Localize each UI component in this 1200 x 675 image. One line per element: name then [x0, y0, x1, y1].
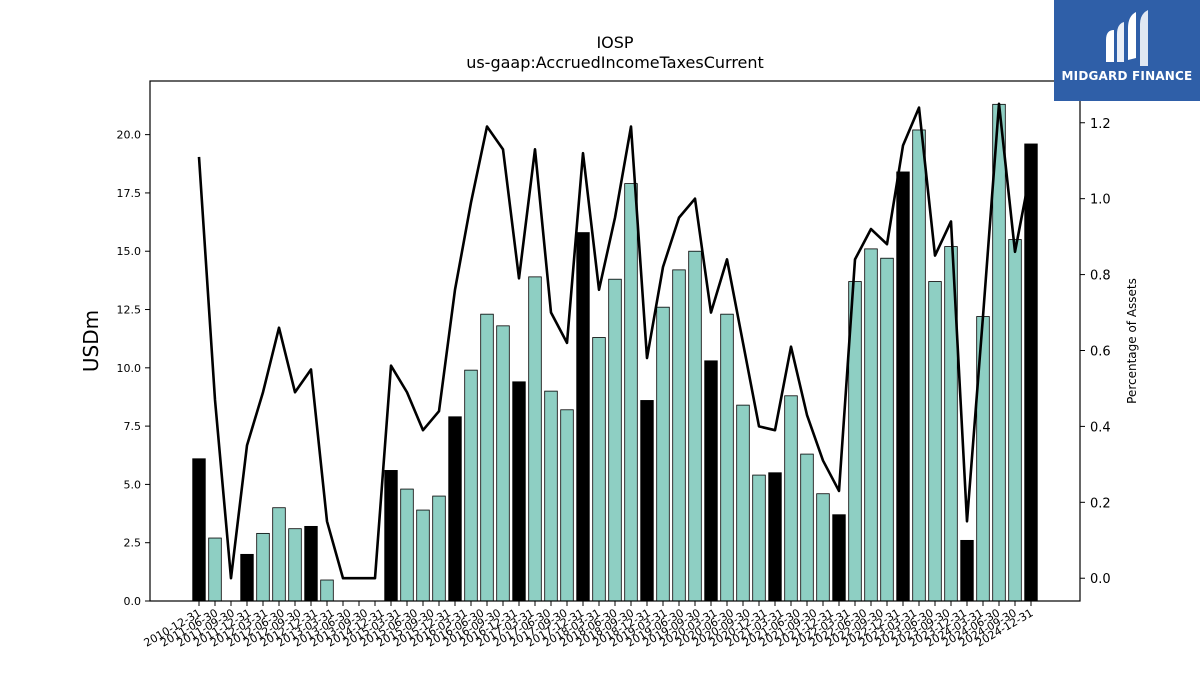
bar-2012-06-30	[288, 528, 302, 602]
y-tick-label: 7.5	[124, 420, 142, 433]
bar-2022-12-31	[960, 539, 974, 602]
bar-2023-12-31	[1024, 143, 1038, 602]
bar-2021-06-30	[864, 248, 878, 602]
bar-2023-09-30	[1008, 239, 1022, 602]
bar-2016-03-31	[528, 276, 542, 602]
bar-2011-03-31	[208, 537, 222, 602]
bar-2012-03-31	[272, 507, 286, 602]
bar-2010-12-31	[192, 458, 206, 602]
bar-2020-06-30	[800, 453, 814, 602]
left-axis-ticks: 0.0 2.5 5.0 7.5 10.0 12.5 15.0 17.5 20.0	[117, 129, 150, 608]
bar-2018-12-31	[704, 360, 718, 602]
bar-2011-12-31	[256, 532, 270, 602]
brand-logo-text: MIDGARD FINANCE	[1061, 69, 1193, 83]
bar-2019-12-31	[768, 472, 782, 602]
line-group	[197, 102, 1033, 580]
midgard-logo-icon	[1106, 10, 1148, 66]
bar-2014-06-30	[416, 509, 430, 602]
bar-2015-12-31	[512, 381, 526, 602]
bar-2016-12-31	[576, 232, 590, 602]
y-axis-label: USDm	[79, 310, 103, 372]
bar-2014-09-30	[432, 495, 446, 602]
bar-2019-09-30	[752, 474, 766, 602]
percentage-line	[197, 102, 1033, 580]
bar-2020-09-30	[816, 493, 830, 602]
chart-title: IOSP	[596, 33, 634, 52]
y-tick-label: 10.0	[117, 362, 142, 375]
y2-axis-label: Percentage of Assets	[1125, 278, 1139, 404]
bar-2017-12-31	[640, 400, 654, 602]
bar-2011-09-30	[240, 553, 254, 602]
y-tick-label: 20.0	[117, 129, 142, 142]
bar-2016-09-30	[560, 409, 574, 602]
y-tick-label: 0.0	[124, 595, 142, 608]
y2-tick-label: 1.0	[1090, 193, 1111, 208]
right-axis-ticks: 0.0 0.2 0.4 0.6 0.8 1.0 1.2	[1080, 117, 1111, 587]
brand-logo: MIDGARD FINANCE	[1054, 0, 1200, 101]
y2-tick-label: 0.4	[1090, 420, 1111, 435]
bar-2019-03-31	[720, 313, 734, 602]
x-axis-ticks: 2010-12-312011-06-302011-09-302011-12-31…	[142, 601, 1036, 650]
bar-2017-09-30	[624, 183, 638, 602]
bar-2020-03-31	[784, 395, 798, 602]
bar-2020-12-31	[832, 514, 846, 602]
y2-tick-label: 0.0	[1090, 572, 1111, 587]
bar-2015-09-30	[496, 325, 510, 602]
y-tick-label: 12.5	[117, 304, 142, 317]
y2-tick-label: 1.2	[1090, 117, 1111, 132]
bar-2017-06-30	[608, 278, 622, 602]
y-tick-label: 5.0	[124, 478, 142, 491]
bar-2022-03-31	[912, 129, 926, 602]
y2-tick-label: 0.6	[1090, 344, 1111, 359]
bars-group	[192, 103, 1038, 602]
y-tick-label: 15.0	[117, 245, 142, 258]
bar-2015-03-31	[464, 369, 478, 602]
bar-2019-06-30	[736, 404, 750, 602]
y2-tick-label: 0.8	[1090, 269, 1111, 284]
bar-2018-09-30	[688, 250, 702, 602]
bar-2021-12-31	[896, 171, 910, 602]
bar-2018-06-30	[672, 269, 686, 602]
bar-2013-12-31	[384, 470, 398, 602]
bar-2015-06-30	[480, 313, 494, 602]
y-tick-label: 2.5	[124, 537, 142, 550]
y2-tick-label: 0.2	[1090, 496, 1111, 511]
bar-2012-09-30	[304, 525, 318, 602]
bar-2022-06-30	[928, 281, 942, 602]
bar-2021-09-30	[880, 257, 894, 602]
bar-2014-03-31	[400, 488, 414, 602]
bar-2017-03-31	[592, 337, 606, 602]
bar-2014-12-31	[448, 416, 462, 602]
bar-2012-12-31	[320, 579, 334, 602]
y-tick-label: 17.5	[117, 187, 142, 200]
bar-2018-03-31	[656, 306, 670, 602]
bar-2016-06-30	[544, 390, 558, 602]
chart-subtitle: us-gaap:AccruedIncomeTaxesCurrent	[466, 53, 764, 72]
